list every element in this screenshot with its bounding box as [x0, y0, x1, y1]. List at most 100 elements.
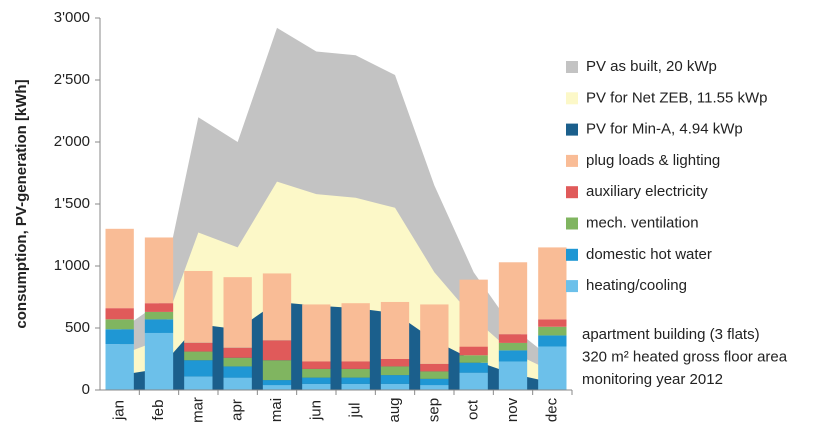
bar-segment	[144, 332, 174, 390]
bar-segment	[262, 340, 292, 361]
bar-segment	[498, 262, 528, 335]
legend-label: PV as built, 20 kWp	[586, 58, 717, 75]
y-tick-label: 1'500	[54, 195, 90, 212]
bar-segment	[538, 335, 567, 347]
x-tick-label: nov	[504, 397, 521, 422]
bar-segment	[459, 355, 488, 363]
bar-segment	[341, 368, 370, 378]
bar-segment	[262, 385, 292, 390]
bar-segment	[459, 362, 488, 373]
x-tick-label: sep	[425, 398, 442, 422]
legend-label: PV for Min-A, 4.94 kWp	[586, 121, 743, 138]
bar-segment	[302, 383, 331, 390]
bar-segment	[498, 350, 528, 362]
bar-segment	[380, 359, 410, 367]
bar-segment	[420, 371, 449, 379]
bar-segment	[341, 303, 370, 362]
bar-segment	[144, 303, 174, 312]
x-tick-label: feb	[150, 400, 167, 421]
bar-segment	[380, 366, 410, 376]
bar-segment	[302, 304, 331, 362]
annotation: apartment building (3 flats)	[582, 326, 760, 343]
y-axis-label: consumption, PV-generation [kWh]	[13, 79, 30, 328]
y-tick-label: 2'500	[54, 71, 90, 88]
legend-swatch	[566, 217, 578, 230]
bar-segment	[420, 304, 449, 364]
bar-segment	[223, 366, 252, 378]
legend-swatch	[566, 186, 578, 199]
bar-segment	[105, 228, 134, 309]
bar-segment	[538, 346, 567, 390]
bar-segment	[420, 363, 449, 372]
bar-segment	[498, 361, 528, 390]
bar-segment	[380, 383, 410, 390]
bar-segment	[498, 342, 528, 351]
bar-segment	[105, 344, 134, 390]
bar-segment	[223, 277, 252, 348]
legend-swatch	[566, 154, 578, 167]
bar-segment	[105, 329, 134, 345]
x-tick-label: jan	[111, 400, 128, 421]
bar-segment	[184, 360, 213, 377]
bar-segment	[223, 347, 252, 358]
x-tick-label: aug	[386, 397, 403, 422]
bar-segment	[144, 319, 174, 333]
x-tick-label: jun	[307, 400, 324, 421]
bar-segment	[262, 273, 292, 341]
bar-segment	[223, 357, 252, 367]
bar-segment	[184, 270, 213, 343]
bar-segment	[302, 377, 331, 384]
bar-segment	[184, 342, 213, 352]
bar-segment	[184, 376, 213, 390]
legend-label: domestic hot water	[586, 246, 712, 263]
legend-label: PV for Net ZEB, 11.55 kWp	[586, 89, 767, 106]
bar-segment	[184, 351, 213, 361]
x-tick-label: mai	[268, 398, 285, 422]
y-tick-label: 500	[65, 319, 90, 336]
legend-swatch	[566, 248, 578, 261]
legend-swatch	[566, 280, 578, 293]
bar-segment	[302, 368, 331, 378]
bar-segment	[380, 301, 410, 359]
bar-segment	[459, 346, 488, 356]
bar-segment	[420, 385, 449, 390]
bar-segment	[538, 326, 567, 336]
bar-segment	[420, 378, 449, 386]
legend-label: heating/cooling	[586, 277, 687, 294]
bar-segment	[144, 311, 174, 320]
bar-segment	[223, 377, 252, 390]
bar-segment	[341, 377, 370, 384]
bar-segment	[144, 237, 174, 304]
legend-swatch	[566, 61, 578, 73]
annotation: 320 m² heated gross floor area	[582, 348, 788, 365]
x-tick-label: dec	[543, 397, 560, 422]
y-tick-label: 1'000	[54, 257, 90, 274]
legend-label: plug loads & lighting	[586, 152, 720, 169]
y-tick-label: 3'000	[54, 9, 90, 26]
y-tick-label: 0	[82, 381, 90, 398]
annotation: monitoring year 2012	[582, 371, 723, 388]
x-tick-label: mar	[189, 397, 206, 423]
bar-segment	[105, 319, 134, 330]
x-tick-label: apr	[229, 399, 246, 421]
bar-segment	[262, 360, 292, 381]
bar-segment	[380, 375, 410, 384]
bar-segment	[341, 383, 370, 390]
legend-swatch	[566, 123, 578, 136]
legend-swatch	[566, 92, 578, 105]
bar-segment	[538, 247, 567, 320]
x-tick-label: oct	[465, 399, 482, 420]
x-tick-label: jul	[347, 402, 364, 418]
y-tick-label: 2'000	[54, 133, 90, 150]
legend-label: auxiliary electricity	[586, 183, 708, 200]
bar-segment	[105, 308, 134, 320]
bar-segment	[459, 372, 488, 390]
bar-segment	[262, 380, 292, 386]
bar-segment	[538, 319, 567, 327]
bar-segment	[302, 361, 331, 369]
bar-segment	[341, 361, 370, 369]
legend-label: mech. ventilation	[586, 214, 699, 231]
bar-segment	[459, 279, 488, 347]
bar-segment	[498, 334, 528, 343]
